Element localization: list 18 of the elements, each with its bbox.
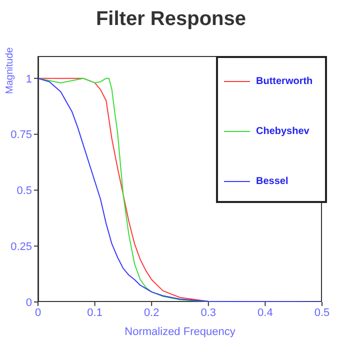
x-tick-label: 0.4 [258,306,273,319]
y-tick-label: 0 [26,296,32,309]
legend-label: Bessel [256,176,288,187]
x-tick-label: 0.5 [314,306,330,319]
legend-label: Butterworth [256,76,313,87]
x-tick-label: 0.3 [200,306,216,319]
y-tick-label: 0.75 [10,129,32,142]
y-tick-label: 1 [26,73,32,86]
legend-label: Chebyshev [256,126,310,137]
line-series [38,78,322,302]
chart-title: Filter Response [94,8,248,31]
x-axis-title: Normalized Frequency [124,326,236,338]
y-axis-title: Magnitude [4,46,16,94]
y-tick-label: 0.25 [10,240,32,253]
y-tick-label: 0.5 [16,185,32,198]
x-tick-label: 0 [34,306,42,319]
x-tick-label: 0.1 [87,306,102,319]
x-tick-label: 0.2 [144,306,160,319]
